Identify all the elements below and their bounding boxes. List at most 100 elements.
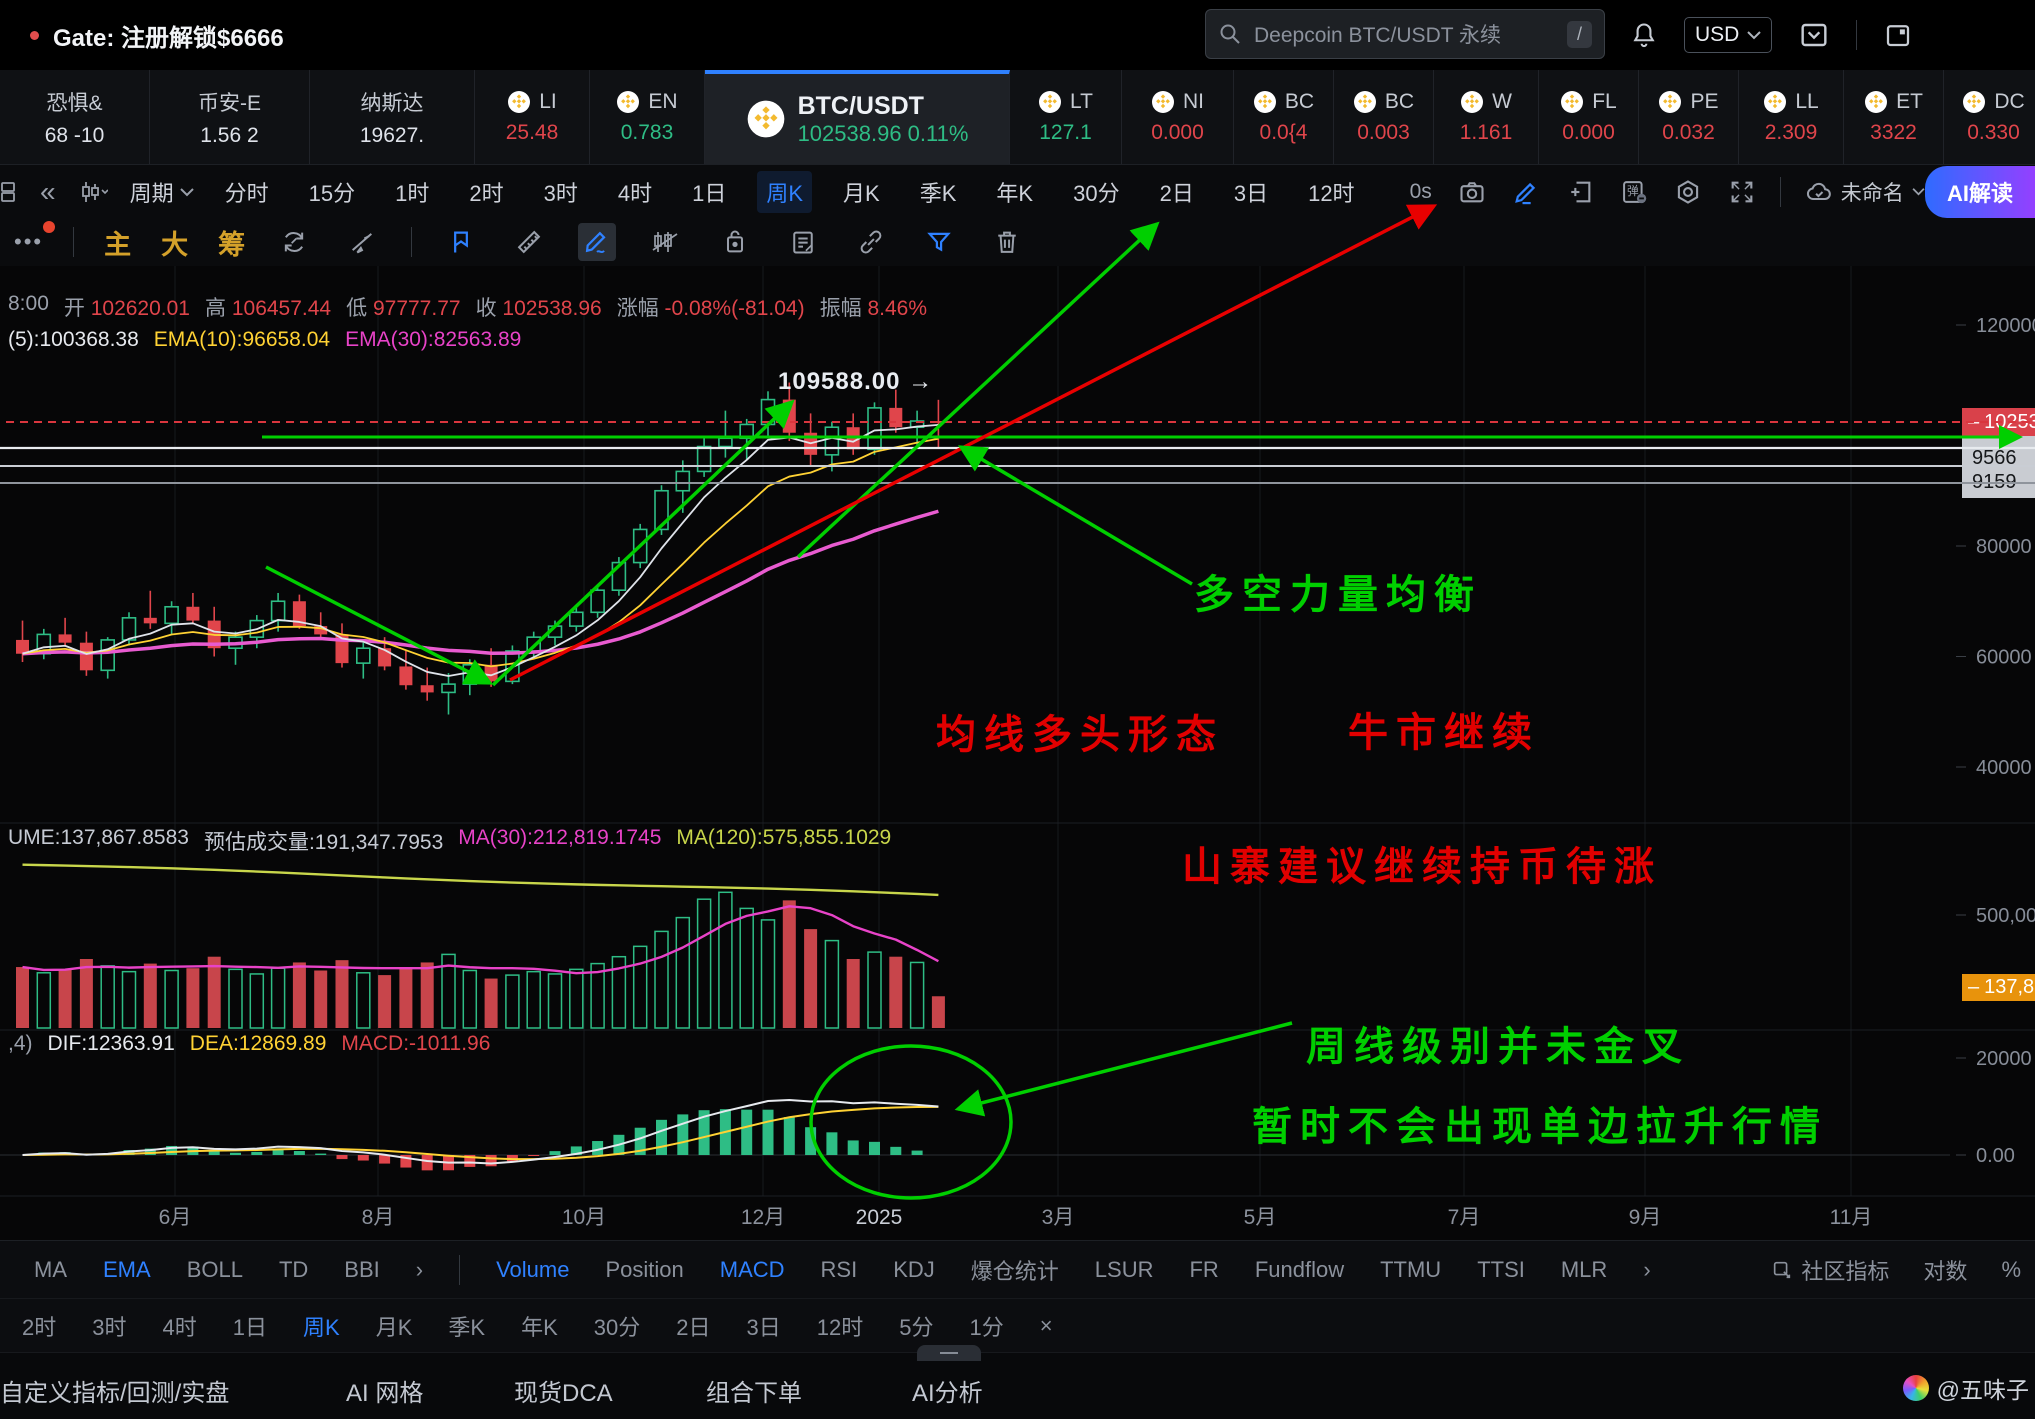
spot-dca-tab[interactable]: 现货DCA [514, 1380, 613, 1407]
combo-order-tab[interactable]: 组合下单 [706, 1380, 802, 1407]
lock-tool-icon[interactable] [716, 223, 754, 261]
ai-analysis-tab[interactable]: AI分析 [912, 1380, 983, 1407]
draw-pencil-icon[interactable] [1512, 178, 1540, 206]
ruler-tool-icon[interactable] [510, 223, 548, 261]
period-1h[interactable]: 1时 [395, 180, 430, 206]
tf-30m[interactable]: 30分 [593, 1314, 641, 1340]
period-1w-active[interactable]: 周K [757, 170, 813, 213]
indicator-ttmu[interactable]: TTMU [1380, 1256, 1442, 1282]
indicator-position[interactable]: Position [605, 1256, 684, 1282]
indicator-more-left[interactable]: › [415, 1256, 424, 1282]
ticker-item-btcusdt-selected[interactable]: BTC/USDT 102538.96 0.11% [705, 70, 1010, 164]
layout-grid-icon[interactable] [0, 180, 18, 204]
indicator-fundflow[interactable]: Fundflow [1254, 1256, 1345, 1282]
add-frame-icon[interactable] [1566, 178, 1594, 206]
tf-1m[interactable]: 1分 [969, 1314, 1004, 1340]
ticker-item-ll[interactable]: LL 2.309 [1739, 70, 1844, 164]
ticker-item-fear-greed[interactable]: 恐惧& 68 -10 [0, 70, 150, 164]
ticker-item-en[interactable]: EN 0.783 [590, 70, 705, 164]
camera-icon[interactable] [1458, 178, 1486, 206]
indicator-mlr[interactable]: MLR [1560, 1256, 1608, 1282]
fullscreen-icon[interactable] [1728, 178, 1756, 206]
tf-close-icon[interactable]: × [1039, 1312, 1053, 1338]
tf-3h[interactable]: 3时 [92, 1314, 127, 1340]
indicator-ma[interactable]: MA [34, 1256, 67, 1282]
indicator-lsur[interactable]: LSUR [1094, 1256, 1154, 1282]
liquidation-overlay-icon[interactable]: 弹 [1620, 178, 1648, 206]
ticker-item-lt[interactable]: LT 127.1 [1010, 70, 1122, 164]
ticker-item-nasdaq[interactable]: 纳斯达 19627. [310, 70, 475, 164]
candle-style-icon[interactable] [78, 180, 108, 204]
trend-compare-icon[interactable] [343, 223, 381, 261]
large-view-button[interactable]: 大 [161, 229, 189, 260]
tf-1q[interactable]: 季K [448, 1314, 486, 1340]
indicator-ema-active[interactable]: EMA [103, 1256, 151, 1282]
tf-5m[interactable]: 5分 [899, 1314, 934, 1340]
candle-pattern-icon[interactable] [646, 223, 686, 261]
ticker-item-w[interactable]: W 1.161 [1434, 70, 1539, 164]
ai-grid-tab[interactable]: AI 网格 [346, 1380, 424, 1407]
tf-4h[interactable]: 4时 [162, 1314, 197, 1340]
layout-save-dropdown[interactable]: 未命名 [1805, 177, 1925, 207]
currency-dropdown[interactable]: USD [1684, 17, 1773, 53]
ticker-item-bc1[interactable]: BC 0.0{4 [1234, 70, 1334, 164]
period-2h[interactable]: 2时 [469, 180, 504, 206]
brush-tool-icon-active[interactable] [578, 223, 617, 261]
link-tool-icon[interactable] [852, 223, 890, 261]
custom-indicator-tab[interactable]: 自定义指标/回测/实盘 [0, 1380, 230, 1407]
indicator-rsi[interactable]: RSI [820, 1256, 858, 1282]
ticker-item-et[interactable]: ET 3322 [1844, 70, 1944, 164]
indicator-fr[interactable]: FR [1189, 1256, 1219, 1282]
period-15m[interactable]: 15分 [308, 180, 356, 206]
indicator-boll[interactable]: BOLL [186, 1256, 243, 1282]
panel-collapse-handle[interactable] [917, 1345, 981, 1361]
main-chart-button[interactable]: 主 [104, 229, 132, 260]
percent-scale-toggle[interactable]: % [2001, 1256, 2021, 1282]
more-menu-icon[interactable]: ••• [14, 221, 56, 255]
inbox-icon[interactable] [1798, 19, 1830, 51]
period-1q[interactable]: 季K [919, 180, 957, 206]
indicator-liquidation[interactable]: 爆仓统计 [970, 1258, 1059, 1284]
period-12h[interactable]: 12时 [1308, 180, 1355, 206]
tf-2h[interactable]: 2时 [22, 1314, 57, 1340]
rewind-icon[interactable]: « [40, 175, 56, 207]
ticker-item-binance-e[interactable]: 币安-E 1.56 2 [150, 70, 310, 164]
indicator-bbi[interactable]: BBI [344, 1256, 380, 1282]
ticker-item-fl[interactable]: FL 0.000 [1539, 70, 1639, 164]
period-1y[interactable]: 年K [996, 180, 1034, 206]
sidebar-toggle-icon[interactable] [1883, 20, 1913, 50]
search-input[interactable]: Deepcoin BTC/USDT 永续 / [1205, 9, 1605, 59]
tf-1y[interactable]: 年K [521, 1314, 558, 1340]
period-30m[interactable]: 30分 [1073, 180, 1120, 206]
indicator-kdj[interactable]: KDJ [893, 1256, 935, 1282]
indicator-macd-active[interactable]: MACD [719, 1256, 785, 1282]
ai-analysis-button[interactable]: AI解读 [1924, 165, 2035, 218]
period-fenshi[interactable]: 分时 [224, 180, 269, 206]
ticker-item-dc[interactable]: DC 0.330 [1944, 70, 2035, 164]
replay-edit-icon[interactable] [275, 223, 313, 261]
ticker-item-bc2[interactable]: BC 0.003 [1334, 70, 1434, 164]
period-1d[interactable]: 1日 [692, 180, 727, 206]
indicator-ttsi[interactable]: TTSI [1477, 1256, 1525, 1282]
tf-1d[interactable]: 1日 [232, 1314, 267, 1340]
period-2d[interactable]: 2日 [1159, 180, 1194, 206]
bell-icon[interactable] [1630, 21, 1658, 49]
ticker-item-li[interactable]: LI 25.48 [475, 70, 590, 164]
promo-banner[interactable]: Gate: 注册解锁$6666 [30, 18, 284, 53]
indicator-td[interactable]: TD [278, 1256, 309, 1282]
community-indicators[interactable]: 社区指标 [1771, 1254, 1889, 1286]
log-scale-toggle[interactable]: 对数 [1923, 1258, 1968, 1284]
filter-tool-icon[interactable] [920, 223, 958, 261]
ticker-item-ni[interactable]: NI 0.000 [1122, 70, 1234, 164]
note-tool-icon[interactable] [784, 223, 822, 261]
period-3h[interactable]: 3时 [543, 180, 578, 206]
ticker-item-pe[interactable]: PE 0.032 [1639, 70, 1739, 164]
settings-gear-icon[interactable] [1674, 178, 1702, 206]
tf-3d[interactable]: 3日 [746, 1314, 781, 1340]
bookmark-tool-icon[interactable] [442, 223, 480, 261]
period-1mo[interactable]: 月K [843, 180, 880, 206]
tf-2d[interactable]: 2日 [676, 1314, 711, 1340]
tf-1w-active[interactable]: 周K [303, 1314, 340, 1340]
chip-distribution-button[interactable]: 筹 [218, 229, 246, 260]
indicator-volume-active[interactable]: Volume [496, 1256, 570, 1282]
